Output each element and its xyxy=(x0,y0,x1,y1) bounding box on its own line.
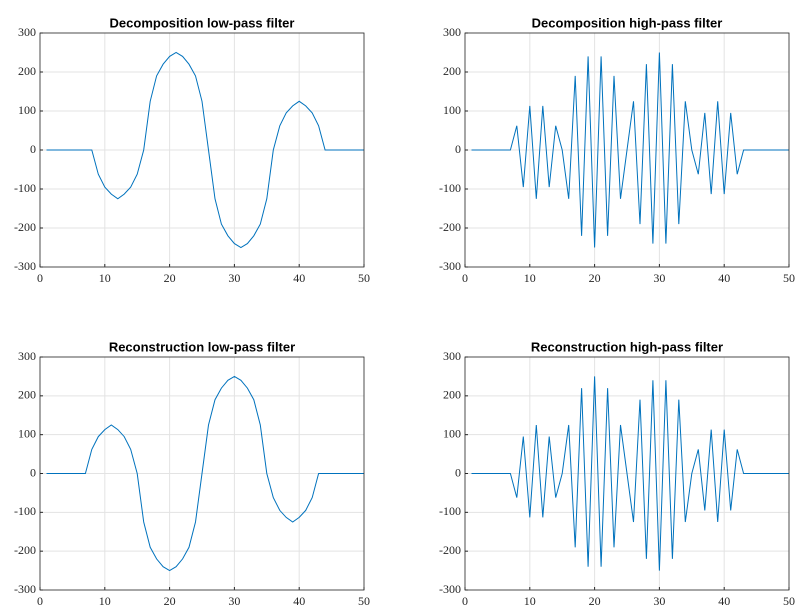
y-tick-label: 300 xyxy=(443,25,461,39)
y-tick-label: -100 xyxy=(439,504,461,518)
x-tick-label: 10 xyxy=(524,594,536,608)
y-tick-label: -200 xyxy=(439,220,461,234)
y-tick-label: 300 xyxy=(18,25,36,39)
axes-box xyxy=(464,32,790,268)
y-tick-label: 0 xyxy=(455,465,461,479)
axes-box xyxy=(39,356,365,591)
axes-box xyxy=(464,356,790,591)
x-tick-label: 50 xyxy=(358,271,370,285)
chart-title: Decomposition high-pass filter xyxy=(532,15,723,30)
y-tick-label: 0 xyxy=(30,142,36,156)
y-tick-label: -200 xyxy=(14,543,36,557)
y-tick-label: 0 xyxy=(30,465,36,479)
y-tick-label: -200 xyxy=(439,543,461,557)
x-tick-label: 0 xyxy=(462,271,468,285)
data-line xyxy=(46,51,364,249)
chart-title: Decomposition low-pass filter xyxy=(110,15,295,30)
x-tick-label: 30 xyxy=(653,271,665,285)
x-tick-label: 20 xyxy=(589,271,601,285)
x-tick-label: 40 xyxy=(293,271,305,285)
x-tick-label: 30 xyxy=(228,271,240,285)
x-tick-label: 50 xyxy=(358,594,370,608)
y-tick-label: 300 xyxy=(18,349,36,363)
x-tick-label: 10 xyxy=(524,271,536,285)
chart-title: Reconstruction high-pass filter xyxy=(531,339,723,354)
y-tick-label: -300 xyxy=(14,259,36,273)
data-line xyxy=(46,375,364,572)
y-tick-label: 200 xyxy=(18,388,36,402)
x-tick-label: 40 xyxy=(293,594,305,608)
x-tick-label: 0 xyxy=(37,271,43,285)
data-line xyxy=(471,52,789,248)
y-tick-label: 100 xyxy=(443,426,461,440)
x-tick-label: 20 xyxy=(164,594,176,608)
x-tick-label: 40 xyxy=(718,271,730,285)
y-tick-label: -300 xyxy=(439,259,461,273)
x-tick-label: 10 xyxy=(99,594,111,608)
x-tick-label: 30 xyxy=(653,594,665,608)
x-tick-label: 0 xyxy=(37,594,43,608)
y-tick-label: -200 xyxy=(14,220,36,234)
y-tick-label: 100 xyxy=(18,103,36,117)
y-tick-label: -100 xyxy=(14,181,36,195)
chart-title: Reconstruction low-pass filter xyxy=(109,339,295,354)
data-line xyxy=(471,376,789,571)
y-tick-label: 100 xyxy=(18,426,36,440)
x-tick-label: 0 xyxy=(462,594,468,608)
axes-box xyxy=(39,32,365,268)
y-tick-label: -100 xyxy=(439,181,461,195)
y-tick-label: -300 xyxy=(14,582,36,596)
y-tick-label: 200 xyxy=(18,64,36,78)
x-tick-label: 30 xyxy=(228,594,240,608)
x-tick-label: 50 xyxy=(783,271,795,285)
y-tick-label: 200 xyxy=(443,64,461,78)
x-tick-label: 20 xyxy=(164,271,176,285)
y-tick-label: 0 xyxy=(455,142,461,156)
x-tick-label: 50 xyxy=(783,594,795,608)
y-tick-label: 200 xyxy=(443,388,461,402)
y-tick-label: -300 xyxy=(439,582,461,596)
x-tick-label: 10 xyxy=(99,271,111,285)
x-tick-label: 40 xyxy=(718,594,730,608)
y-tick-label: 300 xyxy=(443,349,461,363)
y-tick-label: -100 xyxy=(14,504,36,518)
y-tick-label: 100 xyxy=(443,103,461,117)
x-tick-label: 20 xyxy=(589,594,601,608)
